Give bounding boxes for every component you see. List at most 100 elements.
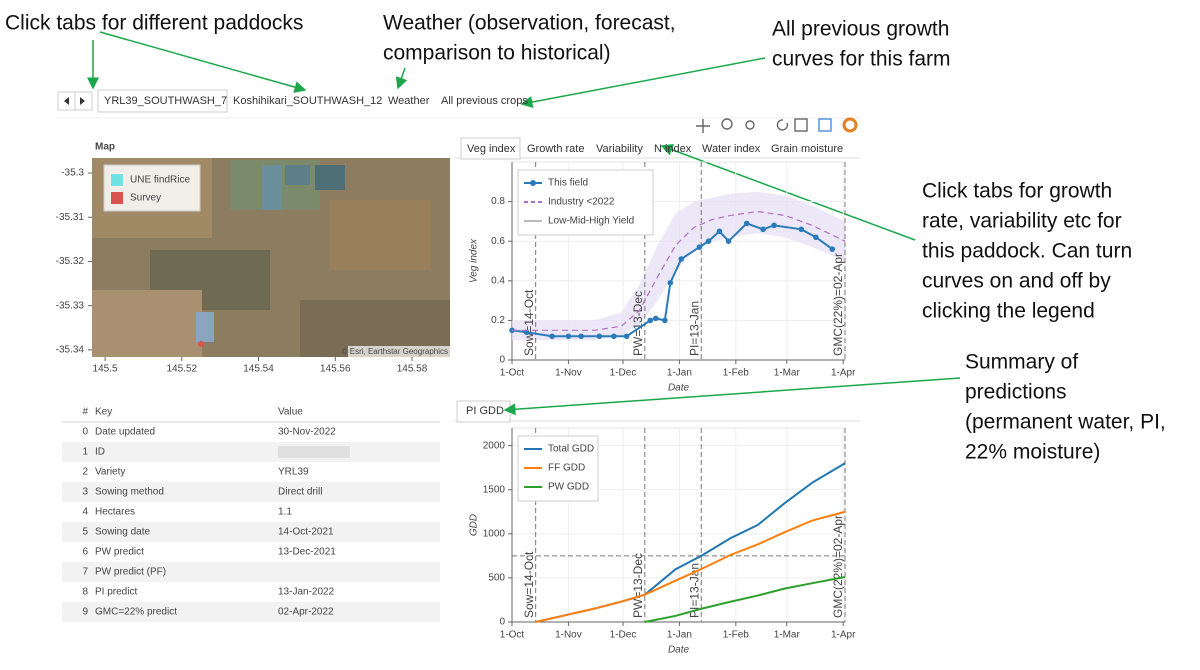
annotation: 22% moisture)	[965, 441, 1100, 464]
x-tick-label: 1-Feb	[723, 368, 750, 379]
annotation: curves on and off by	[922, 270, 1111, 293]
data-point	[725, 238, 732, 244]
y-tick-label: 0	[499, 617, 505, 628]
annotation: Summary of	[965, 351, 1078, 374]
legend-label[interactable]: PW GDD	[548, 482, 589, 493]
annotation: rate, variability etc for	[922, 210, 1122, 233]
annotation: Click tabs for growth	[922, 180, 1112, 203]
legend-label[interactable]: This field	[548, 178, 588, 189]
x-tick-label: 1-Apr	[831, 630, 856, 641]
legend-label[interactable]: Industry <2022	[548, 197, 615, 208]
legend-label[interactable]: Low-Mid-High Yield	[548, 216, 634, 227]
bokeh-logo	[842, 117, 858, 133]
table-cell: 6	[82, 547, 88, 558]
chart-tab[interactable]: Variability	[596, 143, 643, 155]
legend-marker	[530, 180, 536, 186]
table-cell: 14-Oct-2021	[278, 527, 334, 538]
x-tick-label: 1-Oct	[500, 368, 525, 379]
x-tick-label: 1-Jan	[667, 630, 692, 641]
marker-label: Sow=14-Oct	[522, 289, 536, 356]
data-point	[623, 333, 630, 340]
x-tick-label: 1-Nov	[555, 630, 582, 641]
x-tick-label: 145.56	[320, 364, 351, 375]
reset-tool[interactable]	[776, 119, 789, 131]
y-tick-label: 1000	[483, 528, 506, 539]
table-cell: PW predict (PF)	[95, 567, 166, 578]
marker-label: Sow=14-Oct	[522, 551, 536, 618]
attribution-bg	[348, 346, 450, 357]
data-point	[596, 333, 603, 340]
data-point	[829, 246, 836, 252]
paddock-tab[interactable]: Koshihikari_SOUTHWASH_12	[233, 95, 382, 107]
x-axis-label: Date	[668, 383, 690, 394]
y-axis-label: Veg index	[469, 238, 480, 283]
data-point	[705, 238, 712, 244]
y-tick-label: -35.33	[56, 300, 85, 311]
table-cell: GMC=22% predict	[95, 607, 177, 618]
chart-tab[interactable]: Veg index	[467, 143, 516, 155]
table-cell: 30-Nov-2022	[278, 427, 336, 438]
row-bg	[62, 602, 440, 622]
paddock-tab[interactable]: All previous crops	[441, 95, 528, 107]
data-point	[549, 333, 555, 340]
legend-swatch	[111, 192, 123, 204]
data-point	[743, 220, 750, 227]
x-tick-label: 1-Dec	[610, 368, 637, 379]
data-point	[565, 333, 572, 340]
x-tick-label: 1-Nov	[555, 368, 582, 379]
map-legend-box	[103, 164, 201, 212]
x-tick-label: 1-Oct	[500, 630, 525, 641]
map-title: Map	[95, 142, 115, 153]
y-tick-label: -35.34	[56, 345, 85, 356]
annotation: curves for this farm	[772, 48, 951, 71]
data-point	[798, 226, 805, 233]
data-point	[771, 222, 777, 229]
paddock-tab[interactable]: Weather	[388, 95, 430, 107]
chart-tab[interactable]: Growth rate	[527, 143, 584, 155]
series-line	[644, 576, 846, 623]
paddock-tab[interactable]: YRL39_SOUTHWASH_7	[104, 95, 227, 107]
annotation: clicking the legend	[922, 300, 1095, 323]
chart-tab[interactable]: PI GDD	[466, 405, 504, 417]
attribution: © Esri, Earthstar Geographics	[342, 347, 448, 356]
pan-tool[interactable]	[696, 119, 710, 133]
y-tick-label: 500	[488, 573, 505, 584]
annotation: predictions	[965, 381, 1067, 404]
data-point	[760, 226, 766, 233]
data-point	[647, 317, 654, 324]
legend-label: Survey	[130, 193, 161, 204]
legend-label[interactable]: FF GDD	[548, 463, 585, 474]
marker-label: PW=13-Dec	[631, 553, 645, 618]
chart-tab[interactable]: N index	[654, 143, 692, 155]
save-tool[interactable]	[794, 118, 808, 132]
marker-label: GMC(22%)=02-Apr	[831, 253, 845, 356]
legend-label[interactable]: Total GDD	[548, 444, 594, 455]
legend-swatch	[111, 174, 123, 186]
series-line	[535, 510, 846, 623]
legend-label: UNE findRice	[130, 175, 190, 186]
marker-label: GMC(22%)=02-Apr	[831, 515, 845, 618]
hover-tool[interactable]	[818, 118, 832, 132]
table-cell: Hectares	[95, 507, 135, 518]
y-tick-label: -35.31	[56, 212, 85, 223]
table-cell: 8	[82, 587, 88, 598]
y-tick-label: 0.2	[491, 315, 505, 326]
table-header: Key	[95, 407, 112, 418]
active-chart-tab	[460, 137, 521, 160]
zoom-tool[interactable]	[721, 118, 733, 130]
wheel-tool[interactable]	[745, 120, 755, 130]
x-tick-label: 145.58	[397, 364, 428, 375]
y-tick-label: -35.32	[56, 256, 85, 267]
marker-label: PW=13-Dec	[631, 291, 645, 356]
chart-tab[interactable]: Water index	[702, 143, 761, 155]
x-tick-label: 1-Mar	[774, 630, 801, 641]
table-header: Value	[278, 407, 303, 418]
chart-tab[interactable]: Grain moisture	[771, 143, 843, 155]
table-cell: PW predict	[95, 547, 144, 558]
table-cell: Date updated	[95, 427, 155, 438]
x-tick-label: 1-Dec	[610, 630, 637, 641]
x-tick-label: 1-Jan	[667, 368, 692, 379]
x-tick-label: 145.52	[166, 364, 197, 375]
x-axis-label: Date	[668, 645, 690, 656]
